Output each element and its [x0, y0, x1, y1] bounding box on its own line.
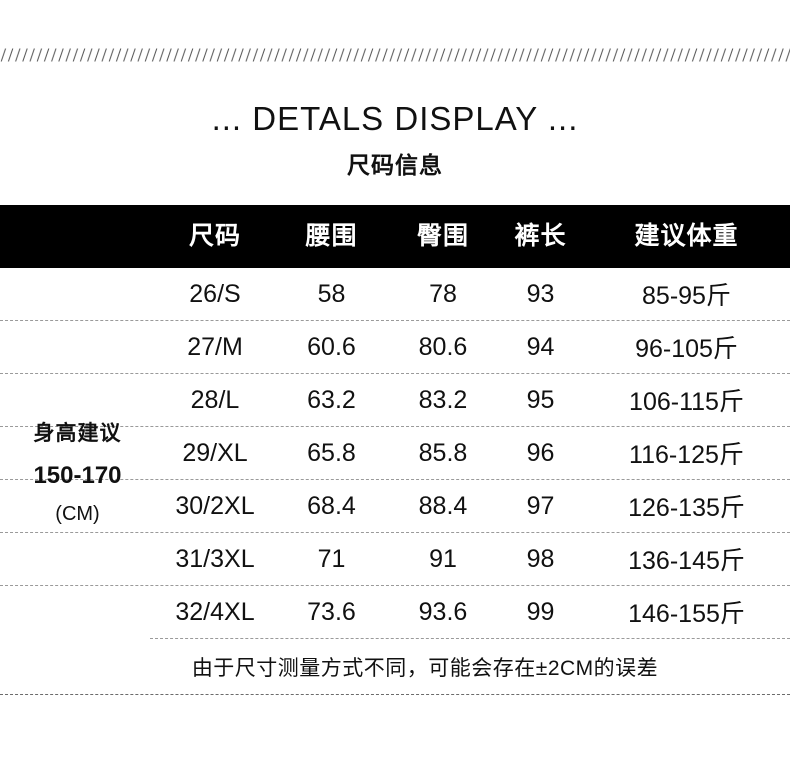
- table-row: 28/L 63.2 83.2 95 106-115斤: [0, 374, 790, 426]
- column-header-waist: 腰围: [305, 222, 358, 250]
- table-header-row: 尺码 腰围 臀围 裤长 建议体重: [0, 205, 790, 268]
- column-header-length: 裤长: [514, 222, 567, 250]
- note-top-separator: [150, 638, 790, 639]
- cell-size: 26/S: [189, 279, 241, 308]
- cell-waist: 58: [317, 279, 346, 308]
- cell-hip: 78: [429, 279, 457, 308]
- cell-waist: 68.4: [307, 491, 356, 520]
- cell-weight: 96-105斤: [635, 335, 738, 363]
- cell-length: 97: [526, 491, 555, 520]
- cell-size: 31/3XL: [175, 544, 255, 573]
- cell-hip: 85.8: [418, 438, 468, 467]
- page-title-english: ... DETALS DISPLAY ...: [211, 100, 579, 137]
- cell-size: 32/4XL: [175, 597, 255, 626]
- table-row: 26/S 58 78 93 85-95斤: [0, 268, 790, 320]
- cell-waist: 63.2: [307, 385, 356, 414]
- table-row: 30/2XL 68.4 88.4 97 126-135斤: [0, 480, 790, 532]
- cell-hip: 91: [429, 544, 457, 573]
- table-bottom-separator: [0, 694, 790, 695]
- row-separator: [0, 426, 790, 427]
- cell-weight: 85-95斤: [642, 282, 731, 310]
- measurement-note: 由于尺寸测量方式不同，可能会存在±2CM的误差: [191, 656, 659, 680]
- cell-weight: 136-145斤: [628, 547, 745, 575]
- table-row: 27/M 60.6 80.6 94 96-105斤: [0, 321, 790, 373]
- cell-length: 96: [526, 438, 555, 467]
- column-header-size: 尺码: [188, 222, 241, 250]
- cell-hip: 83.2: [418, 385, 468, 414]
- row-separator: [0, 320, 790, 321]
- cell-hip: 93.6: [418, 597, 468, 626]
- column-header-weight: 建议体重: [634, 222, 739, 250]
- cell-length: 98: [526, 544, 555, 573]
- cell-size: 28/L: [190, 385, 240, 414]
- table-row: 31/3XL 71 91 98 136-145斤: [0, 533, 790, 585]
- page-title-chinese: 尺码信息: [347, 152, 443, 178]
- cell-waist: 65.8: [307, 438, 356, 467]
- cell-length: 93: [526, 279, 555, 308]
- cell-weight: 116-125斤: [629, 441, 744, 469]
- size-table: 尺码 腰围 臀围 裤长 建议体重 26/S 58 78 93 85-95斤 27…: [0, 205, 790, 695]
- cell-weight: 126-135斤: [628, 494, 745, 522]
- cell-waist: 73.6: [307, 597, 356, 626]
- column-header-hip: 臀围: [416, 222, 469, 250]
- cell-hip: 80.6: [418, 332, 468, 361]
- cell-weight: 106-115斤: [629, 388, 744, 416]
- cell-waist: 71: [317, 544, 346, 573]
- cell-hip: 88.4: [418, 491, 468, 520]
- row-separator: [0, 532, 790, 533]
- table-row: 29/XL 65.8 85.8 96 116-125斤: [0, 427, 790, 479]
- row-separator: [0, 585, 790, 586]
- cell-waist: 60.6: [307, 332, 356, 361]
- measurement-note-row: 由于尺寸测量方式不同，可能会存在±2CM的误差: [0, 639, 790, 694]
- cell-length: 99: [526, 597, 555, 626]
- cell-size: 29/XL: [182, 438, 248, 467]
- cell-length: 94: [526, 332, 555, 361]
- cell-weight: 146-155斤: [628, 600, 745, 628]
- table-row: 32/4XL 73.6 93.6 99 146-155斤: [0, 586, 790, 638]
- cell-size: 27/M: [187, 332, 243, 361]
- row-separator: [0, 373, 790, 374]
- row-separator: [0, 479, 790, 480]
- cell-size: 30/2XL: [175, 491, 255, 520]
- slanted-hatch-divider-icon: [0, 48, 790, 64]
- cell-length: 95: [526, 385, 555, 414]
